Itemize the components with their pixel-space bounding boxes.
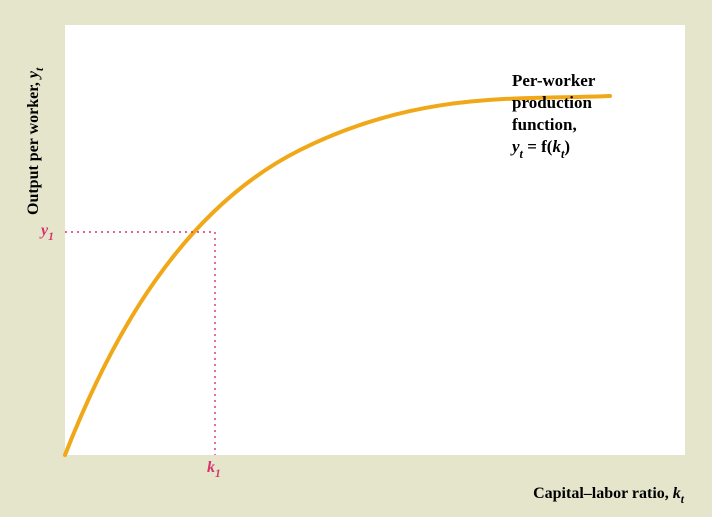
y1-label: y1 bbox=[41, 222, 54, 242]
chart-svg bbox=[0, 0, 712, 517]
y-axis-label-text: Output per worker, bbox=[25, 78, 42, 215]
y-axis-label: Output per worker, yt bbox=[25, 68, 45, 215]
k1-label: k1 bbox=[207, 459, 221, 479]
y-axis-label-sub: t bbox=[34, 68, 46, 71]
curve-annotation: Per-worker production function, yt = f(k… bbox=[512, 70, 595, 162]
annotation-line2: production bbox=[512, 92, 595, 114]
annotation-line1: Per-worker bbox=[512, 70, 595, 92]
x-axis-label-text: Capital–labor ratio, bbox=[533, 485, 673, 502]
x-axis-label-sub: t bbox=[681, 494, 684, 506]
annotation-line3: function, bbox=[512, 114, 595, 136]
x-axis-label-var: k bbox=[673, 485, 681, 502]
annotation-line4: yt = f(kt) bbox=[512, 136, 595, 161]
x-axis-label: Capital–labor ratio, kt bbox=[533, 485, 684, 505]
y-axis-label-var: y bbox=[25, 71, 42, 78]
